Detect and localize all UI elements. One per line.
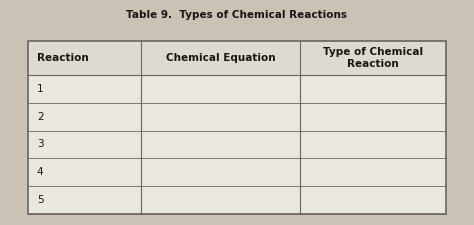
Bar [141, 186, 300, 214]
Bar [300, 40, 446, 75]
Bar [300, 158, 446, 186]
Bar [300, 75, 446, 103]
Bar [141, 103, 300, 130]
Bar [28, 75, 141, 103]
Text: 3: 3 [37, 140, 44, 149]
Bar [141, 158, 300, 186]
Text: Chemical Equation: Chemical Equation [165, 53, 275, 63]
Bar [300, 130, 446, 158]
Bar [28, 40, 141, 75]
Bar [28, 103, 141, 130]
Bar [28, 40, 446, 214]
Bar [141, 75, 300, 103]
Bar [28, 186, 141, 214]
Bar [28, 40, 446, 214]
Bar [141, 40, 300, 75]
Text: Type of Chemical
Reaction: Type of Chemical Reaction [322, 47, 423, 69]
Text: Table 9.  Types of Chemical Reactions: Table 9. Types of Chemical Reactions [127, 10, 347, 20]
Bar [141, 130, 300, 158]
Bar [300, 103, 446, 130]
Bar [28, 130, 141, 158]
Text: Reaction: Reaction [37, 53, 89, 63]
Text: 1: 1 [37, 84, 44, 94]
Text: 4: 4 [37, 167, 44, 177]
Text: 2: 2 [37, 112, 44, 122]
Bar [28, 158, 141, 186]
Text: 5: 5 [37, 195, 44, 205]
Bar [300, 186, 446, 214]
